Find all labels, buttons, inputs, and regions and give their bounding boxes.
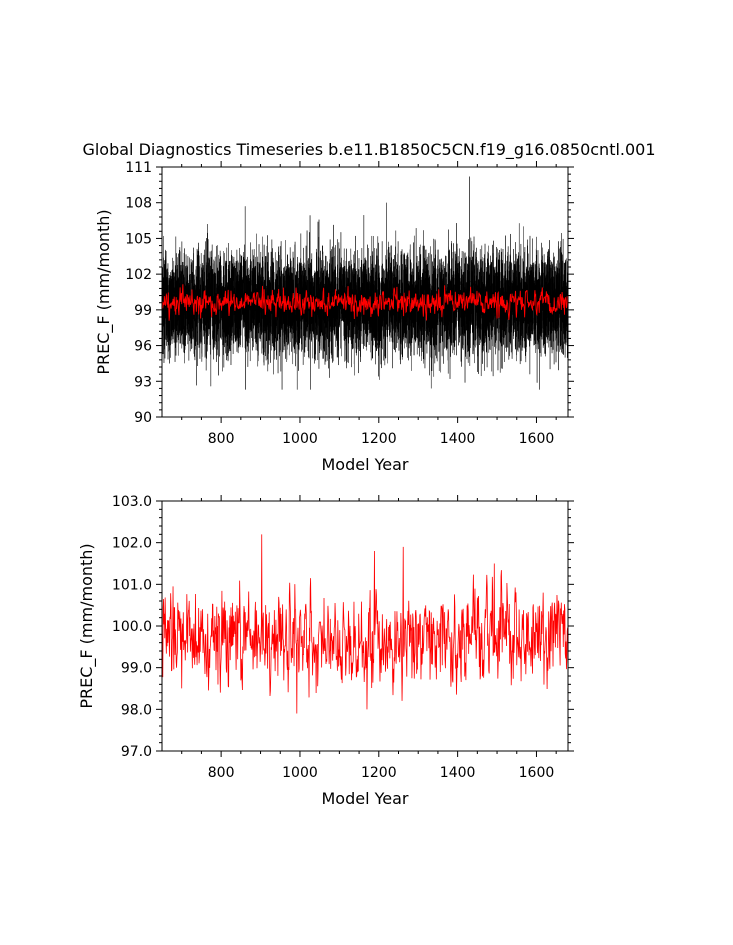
bottom-ytick-label: 103.0 xyxy=(112,494,152,510)
bottom-x-axis-label: Model Year xyxy=(322,789,409,808)
top-ytick-label: 96 xyxy=(134,339,152,355)
top-xtick-label: 1400 xyxy=(440,431,476,447)
top-ytick-label: 90 xyxy=(134,410,152,426)
bottom-xtick-label: 800 xyxy=(208,765,235,781)
bottom-ytick-label: 99.0 xyxy=(121,661,152,677)
bottom-ticks xyxy=(156,495,574,757)
top-ytick-label: 111 xyxy=(125,160,152,176)
bottom-ytick-label: 98.0 xyxy=(121,702,152,718)
top-ytick-label: 102 xyxy=(125,267,152,283)
top-xtick-label: 1200 xyxy=(361,431,397,447)
top-axes-frame xyxy=(161,166,569,418)
bottom-ytick-label: 101.0 xyxy=(112,577,152,593)
top-y-axis-label: PREC_F (mm/month) xyxy=(94,209,114,374)
top-ytick-label: 108 xyxy=(125,196,152,212)
top-plot-area xyxy=(162,176,568,390)
top-ytick-labels: 90 93 96 99 102 105 108 111 xyxy=(125,160,152,426)
bottom-xtick-label: 1200 xyxy=(361,765,397,781)
bottom-xtick-label: 1400 xyxy=(440,765,476,781)
bottom-xtick-label: 1000 xyxy=(282,765,318,781)
bottom-ytick-label: 100.0 xyxy=(112,619,152,635)
bottom-xtick-labels: 800 1000 1200 1400 1600 xyxy=(208,765,555,781)
top-series-monthly xyxy=(162,176,568,390)
top-line-annual xyxy=(162,284,568,321)
top-xtick-label: 1000 xyxy=(282,431,318,447)
top-xtick-labels: 800 1000 1200 1400 1600 xyxy=(208,431,555,447)
top-ytick-label: 93 xyxy=(134,374,152,390)
top-series-annual xyxy=(162,284,568,321)
bottom-ytick-label: 102.0 xyxy=(112,536,152,552)
top-line-monthly xyxy=(162,176,568,390)
top-xtick-label: 1600 xyxy=(519,431,555,447)
top-xtick-label: 800 xyxy=(208,431,235,447)
bottom-xtick-label: 1600 xyxy=(519,765,555,781)
bottom-series-annual xyxy=(162,534,568,714)
bottom-plot-area xyxy=(162,534,568,714)
top-ytick-label: 99 xyxy=(134,303,152,319)
bottom-ytick-labels: 97.0 98.0 99.0 100.0 101.0 102.0 103.0 xyxy=(112,494,152,760)
bottom-panel: 800 1000 1200 1400 1600 97.0 98.0 99.0 1… xyxy=(77,494,574,808)
top-x-axis-label: Model Year xyxy=(322,455,409,474)
top-ticks xyxy=(156,161,574,423)
bottom-ytick-label: 97.0 xyxy=(121,744,152,760)
figure-title: Global Diagnostics Timeseries b.e11.B185… xyxy=(82,140,655,160)
bottom-y-axis-label: PREC_F (mm/month) xyxy=(77,543,97,708)
top-ytick-label: 105 xyxy=(125,231,152,247)
top-panel: 800 1000 1200 1400 1600 90 93 96 99 102 … xyxy=(94,160,574,474)
bottom-line-annual xyxy=(162,534,568,714)
